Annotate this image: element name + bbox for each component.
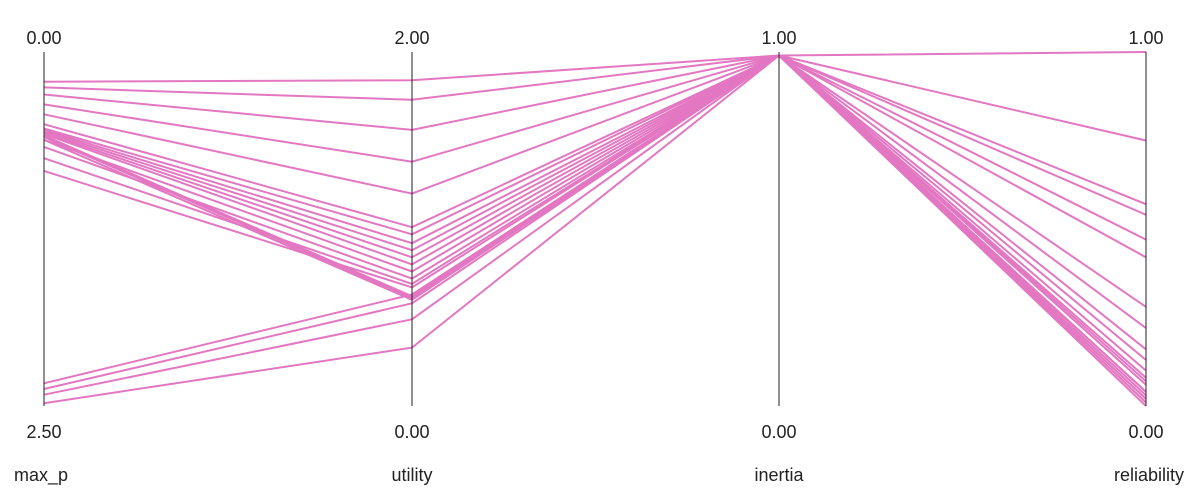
axis-name-inertia: inertia	[754, 465, 804, 485]
series-lines	[43, 51, 1147, 407]
axis-reliability: 1.00 0.00 reliability	[1114, 28, 1184, 485]
series-line-2	[43, 54, 1147, 142]
series-line-22	[43, 54, 1147, 407]
series-line-8	[43, 54, 1147, 329]
axis-top-label-inertia: 1.00	[761, 28, 796, 48]
series-line-5	[43, 54, 1147, 241]
axis-top-label-utility: 2.00	[394, 28, 429, 48]
series-line-7	[43, 54, 1147, 308]
series-line-19	[43, 54, 1147, 400]
series-line-14	[43, 54, 1147, 386]
series-line-10	[43, 54, 1147, 361]
axis-top-label-reliability: 1.00	[1128, 28, 1163, 48]
series-line-3	[43, 54, 1147, 206]
axis-top-label-max_p: 0.00	[26, 28, 61, 48]
series-line-1	[43, 51, 1147, 83]
axis-bottom-label-max_p: 2.50	[26, 422, 61, 442]
series-line-18	[43, 54, 1147, 400]
series-line-4	[43, 54, 1147, 216]
series-line-9	[43, 54, 1147, 351]
axis-name-utility: utility	[391, 465, 432, 485]
axis-utility: 2.00 0.00 utility	[391, 28, 432, 485]
axis-name-reliability: reliability	[1114, 465, 1184, 485]
series-line-13	[43, 54, 1147, 382]
series-line-21	[43, 54, 1147, 404]
series-line-12	[43, 54, 1147, 379]
axis-bottom-label-utility: 0.00	[394, 422, 429, 442]
axis-name-max_p: max_p	[14, 465, 68, 486]
axis-max_p: 0.00 2.50 max_p	[14, 28, 68, 486]
axis-bottom-label-reliability: 0.00	[1128, 422, 1163, 442]
series-line-6	[43, 54, 1147, 259]
series-line-11	[43, 54, 1147, 372]
axis-inertia: 1.00 0.00 inertia	[754, 28, 804, 485]
axis-bottom-label-inertia: 0.00	[761, 422, 796, 442]
axes: 0.00 2.50 max_p 2.00 0.00 utility 1.00 0…	[14, 28, 1184, 486]
